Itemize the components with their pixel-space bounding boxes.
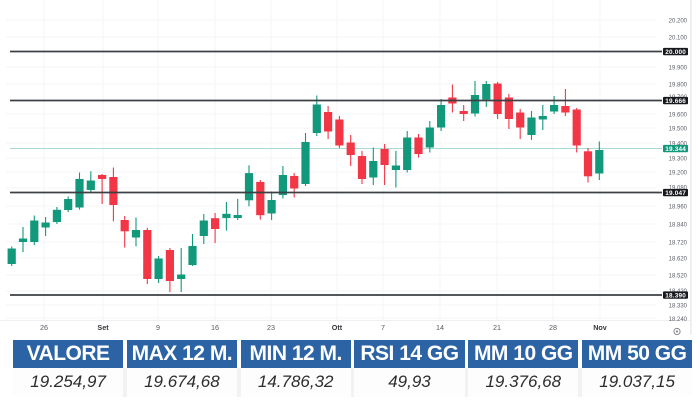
svg-text:18.960: 18.960: [669, 204, 688, 210]
svg-text:Nov: Nov: [593, 323, 607, 332]
svg-text:19.800: 19.800: [669, 82, 688, 88]
svg-text:18.390: 18.390: [665, 292, 686, 299]
svg-text:18.620: 18.620: [669, 256, 688, 262]
svg-text:28: 28: [549, 323, 557, 332]
svg-text:20.200: 20.200: [669, 18, 688, 24]
svg-text:18.720: 18.720: [669, 240, 688, 246]
svg-text:19.344: 19.344: [665, 146, 686, 153]
svg-text:18.520: 18.520: [669, 273, 688, 279]
svg-text:9: 9: [156, 323, 160, 332]
svg-text:23: 23: [267, 323, 275, 332]
svg-text:18.840: 18.840: [669, 222, 688, 228]
svg-text:20.000: 20.000: [665, 49, 686, 56]
svg-text:Ott: Ott: [332, 323, 343, 332]
svg-text:19.200: 19.200: [669, 170, 688, 176]
svg-text:19.080: 19.080: [669, 185, 688, 191]
svg-text:19.500: 19.500: [669, 126, 688, 132]
svg-text:18.330: 18.330: [669, 303, 688, 309]
svg-text:14: 14: [436, 323, 444, 332]
svg-text:Set: Set: [97, 323, 109, 332]
svg-text:16: 16: [211, 323, 219, 332]
svg-text:19.600: 19.600: [669, 112, 688, 118]
svg-text:18.240: 18.240: [669, 317, 688, 323]
svg-text:19.047: 19.047: [665, 190, 686, 197]
svg-text:26: 26: [40, 323, 48, 332]
svg-text:19.300: 19.300: [669, 156, 688, 162]
svg-text:7: 7: [381, 323, 385, 332]
svg-text:21: 21: [493, 323, 501, 332]
svg-text:20.100: 20.100: [669, 35, 688, 41]
svg-text:19.400: 19.400: [669, 141, 688, 147]
svg-text:19.666: 19.666: [665, 98, 686, 105]
svg-text:19.900: 19.900: [669, 65, 688, 71]
